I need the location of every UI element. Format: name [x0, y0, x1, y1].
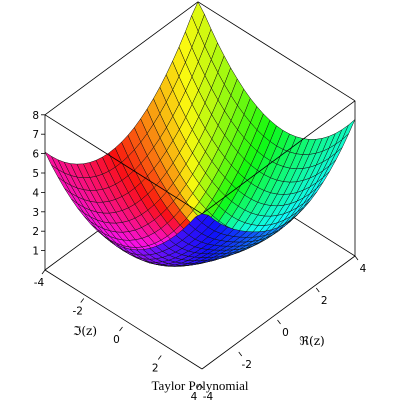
- re-tick-label: -4: [203, 391, 214, 400]
- im-axis-label: ℑ(z): [73, 324, 97, 338]
- re-tick-label: 4: [360, 263, 367, 275]
- im-tick: [119, 326, 123, 332]
- re-tick-label: 2: [321, 295, 328, 307]
- plot-caption: Taylor Polynomial: [151, 378, 249, 393]
- im-tick: [157, 355, 162, 360]
- re-tick: [277, 319, 281, 325]
- re-axis-label: ℜ(z): [299, 334, 324, 348]
- box-edge: [44, 269, 203, 370]
- z-tick-label: 1: [32, 246, 39, 258]
- box-edge: [197, 1, 356, 102]
- z-tick-label: 7: [32, 129, 39, 141]
- z-tick-label: 5: [32, 168, 39, 180]
- re-tick: [238, 351, 243, 357]
- re-tick: [315, 287, 320, 293]
- re-tick: [354, 255, 359, 261]
- im-tick-label: 2: [152, 363, 159, 375]
- box-edge: [201, 255, 356, 370]
- surface-mesh: [44, 1, 356, 267]
- im-tick: [41, 269, 46, 275]
- axis-ticks: 1 2 3 4 5 6 7 8 -4 -2 0 2 4 -4 -2 0 2 4: [32, 110, 366, 400]
- im-tick-label: -2: [73, 306, 83, 318]
- re-tick: [199, 383, 204, 389]
- z-tick-label: 8: [32, 110, 39, 122]
- z-tick-label: 2: [32, 226, 39, 238]
- im-tick: [80, 298, 85, 303]
- z-tick-label: 4: [32, 187, 39, 199]
- im-tick: [196, 383, 201, 389]
- box-edge: [44, 114, 203, 215]
- im-tick-label: 0: [113, 334, 120, 346]
- bounding-box-front: [44, 100, 356, 370]
- re-tick-label: 0: [282, 327, 289, 339]
- z-tick-label: 3: [32, 207, 39, 219]
- im-tick-label: 4: [191, 391, 198, 400]
- z-tick-label: 6: [32, 149, 39, 161]
- box-edge: [44, 1, 199, 116]
- re-tick-label: -2: [242, 359, 252, 371]
- im-tick-label: -4: [34, 277, 45, 289]
- box-edge: [201, 100, 356, 215]
